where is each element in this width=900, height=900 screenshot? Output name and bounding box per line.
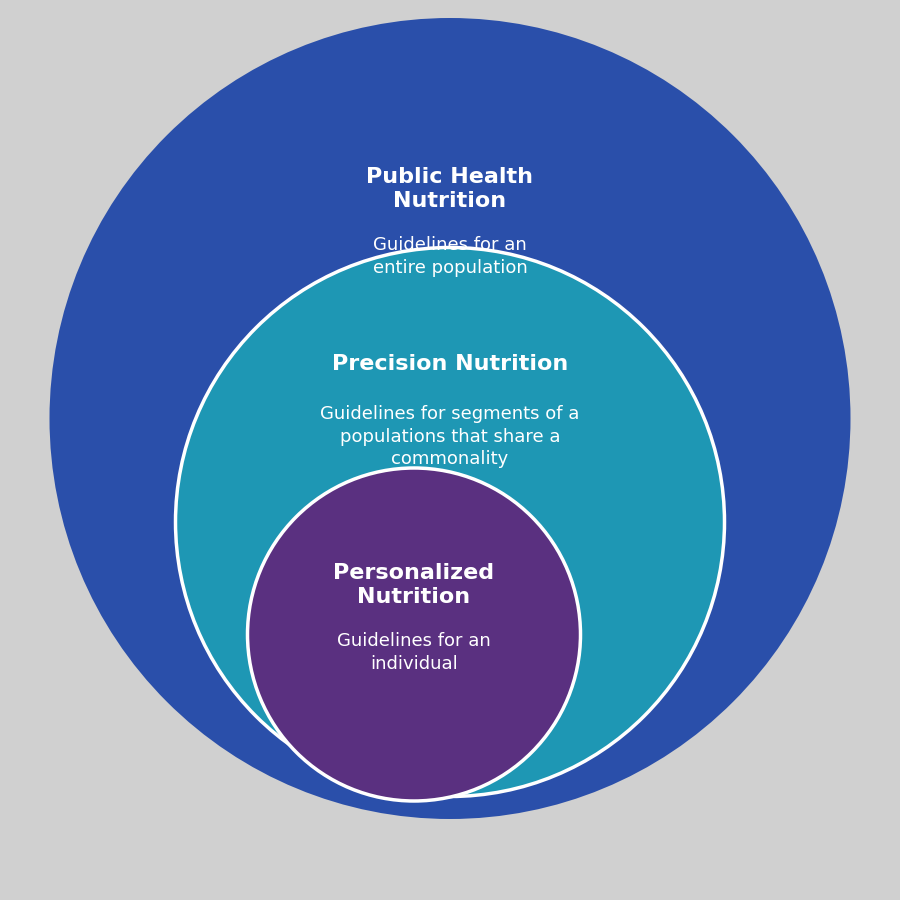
Text: Public Health
Nutrition: Public Health Nutrition bbox=[366, 167, 534, 211]
Circle shape bbox=[50, 18, 850, 819]
Circle shape bbox=[176, 248, 725, 796]
Circle shape bbox=[248, 468, 580, 801]
Text: Precision Nutrition: Precision Nutrition bbox=[332, 355, 568, 374]
Text: Guidelines for segments of a
populations that share a
commonality: Guidelines for segments of a populations… bbox=[320, 405, 580, 468]
Text: Guidelines for an
entire population: Guidelines for an entire population bbox=[373, 236, 527, 277]
Text: Personalized
Nutrition: Personalized Nutrition bbox=[333, 563, 495, 607]
Text: Guidelines for an
individual: Guidelines for an individual bbox=[338, 632, 490, 673]
